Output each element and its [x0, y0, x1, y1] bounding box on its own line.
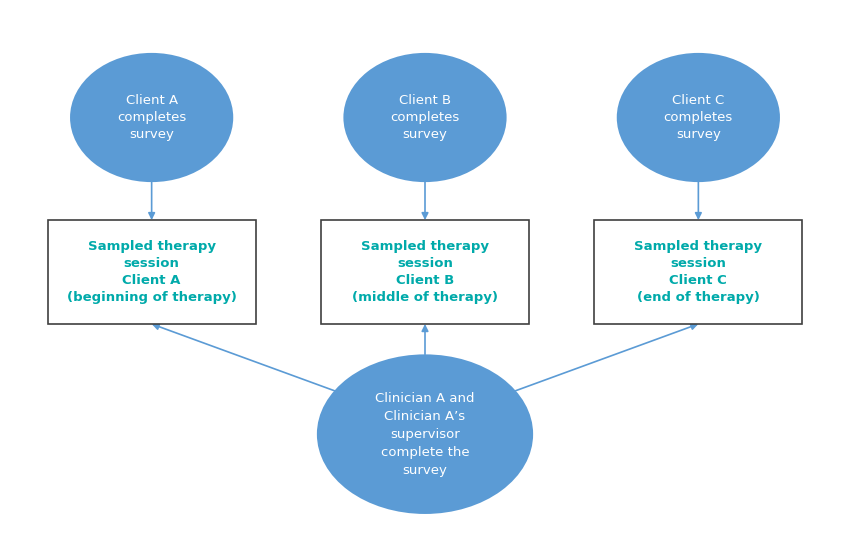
Text: Sampled therapy
session
Client A
(beginning of therapy): Sampled therapy session Client A (beginn… — [66, 240, 236, 304]
FancyBboxPatch shape — [594, 220, 802, 324]
Text: Sampled therapy
session
Client C
(end of therapy): Sampled therapy session Client C (end of… — [634, 240, 762, 304]
Text: Client B
completes
survey: Client B completes survey — [390, 94, 460, 141]
Ellipse shape — [617, 53, 780, 182]
FancyBboxPatch shape — [48, 220, 256, 324]
Ellipse shape — [317, 354, 533, 514]
FancyBboxPatch shape — [321, 220, 529, 324]
Ellipse shape — [70, 53, 233, 182]
Text: Client C
completes
survey: Client C completes survey — [664, 94, 733, 141]
Ellipse shape — [343, 53, 507, 182]
Text: Sampled therapy
session
Client B
(middle of therapy): Sampled therapy session Client B (middle… — [352, 240, 498, 304]
Text: Clinician A and
Clinician A’s
supervisor
complete the
survey: Clinician A and Clinician A’s supervisor… — [375, 392, 475, 476]
Text: Client A
completes
survey: Client A completes survey — [117, 94, 186, 141]
